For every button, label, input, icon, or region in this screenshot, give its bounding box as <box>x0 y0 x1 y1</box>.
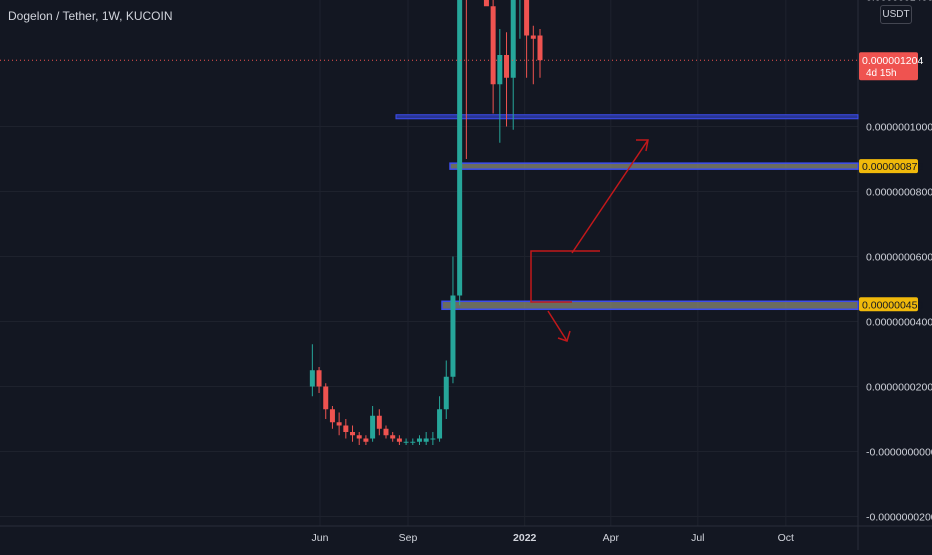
candle-body[interactable] <box>416 438 422 442</box>
candle-body[interactable] <box>510 0 516 78</box>
candle-body[interactable] <box>323 386 329 410</box>
price-label-bg <box>859 297 918 312</box>
last-price-label-bg <box>859 52 918 81</box>
y-tick-label: 0.0000001000 <box>866 122 932 134</box>
x-tick-label: Oct <box>778 532 794 544</box>
rectangle-bracket-drawing[interactable] <box>530 250 600 303</box>
trend-arrow-up-head[interactable] <box>636 139 649 152</box>
candle-body[interactable] <box>537 35 543 61</box>
price-labels: 0.0000022870.0000008780.0000004530.00000… <box>859 52 923 312</box>
candle-body[interactable] <box>410 441 416 443</box>
x-tick-label: Sep <box>399 532 418 544</box>
candle-body[interactable] <box>403 441 409 443</box>
y-tick-label: -0.0000000200 <box>866 512 932 524</box>
support-zone-blue[interactable] <box>395 114 859 120</box>
candle-body[interactable] <box>383 428 389 436</box>
last-price-countdown: 4d 15h <box>866 68 897 79</box>
candle-body[interactable] <box>376 415 382 429</box>
candle-body[interactable] <box>490 6 496 85</box>
candle-body[interactable] <box>430 438 436 440</box>
candle-body[interactable] <box>457 0 463 296</box>
candle-body[interactable] <box>329 409 335 423</box>
candle-body[interactable] <box>396 438 402 442</box>
last-price-label: 0.000001204 <box>862 55 923 67</box>
candle-body[interactable] <box>423 438 429 442</box>
candle-body[interactable] <box>483 0 489 7</box>
price-label: 0.000000878 <box>862 161 923 173</box>
candles[interactable] <box>309 0 543 445</box>
candle-body[interactable] <box>336 422 342 426</box>
candle-body[interactable] <box>443 376 449 410</box>
trend-arrow-up[interactable] <box>571 139 649 254</box>
support-zone[interactable] <box>441 300 859 311</box>
support-zone[interactable] <box>449 162 859 170</box>
candle-body[interactable] <box>356 435 362 439</box>
price-label: 0.000000453 <box>862 299 923 311</box>
candle-body[interactable] <box>437 409 443 439</box>
candle-body[interactable] <box>450 295 456 377</box>
trend-arrow-down[interactable] <box>547 310 568 342</box>
candle-body[interactable] <box>497 55 503 85</box>
y-tick-label: 0.0000000400 <box>866 317 932 329</box>
candle-body[interactable] <box>370 415 376 439</box>
drawings[interactable] <box>530 139 649 342</box>
candle-body[interactable] <box>363 438 369 442</box>
y-tick-label: 0.0000000800 <box>866 187 932 199</box>
y-tick-label: 0.0000000600 <box>866 252 932 264</box>
time-axis[interactable]: Jun Sep 2022 Apr Jul Oct <box>312 532 795 544</box>
trend-arrow-down-head[interactable] <box>557 330 571 342</box>
y-tick-label: 0.0000000200 <box>866 382 932 394</box>
candle-body[interactable] <box>530 35 536 39</box>
price-label-bg <box>859 159 918 174</box>
x-tick-label: Apr <box>603 532 620 544</box>
candle-body[interactable] <box>350 432 356 436</box>
horizontal-lines[interactable] <box>395 0 859 311</box>
x-tick-label: Jul <box>691 532 704 544</box>
price-axis[interactable]: 0.00000028000.00000026000.00000024000.00… <box>866 0 932 524</box>
candle-body[interactable] <box>390 435 396 439</box>
y-tick-label: 0.0000001400 <box>866 0 932 4</box>
symbol-title[interactable]: Dogelon / Tether, 1W, KUCOIN <box>8 9 173 23</box>
y-tick-label: -0.0000000000 <box>866 447 932 459</box>
x-tick-label: 2022 <box>513 532 537 544</box>
candle-body[interactable] <box>504 55 510 78</box>
candle-body[interactable] <box>343 425 349 433</box>
candle-body[interactable] <box>309 370 315 387</box>
currency-badge[interactable]: USDT <box>880 5 912 24</box>
x-tick-label: Jun <box>312 532 329 544</box>
candle-body[interactable] <box>316 370 322 387</box>
candle-body[interactable] <box>524 0 530 36</box>
